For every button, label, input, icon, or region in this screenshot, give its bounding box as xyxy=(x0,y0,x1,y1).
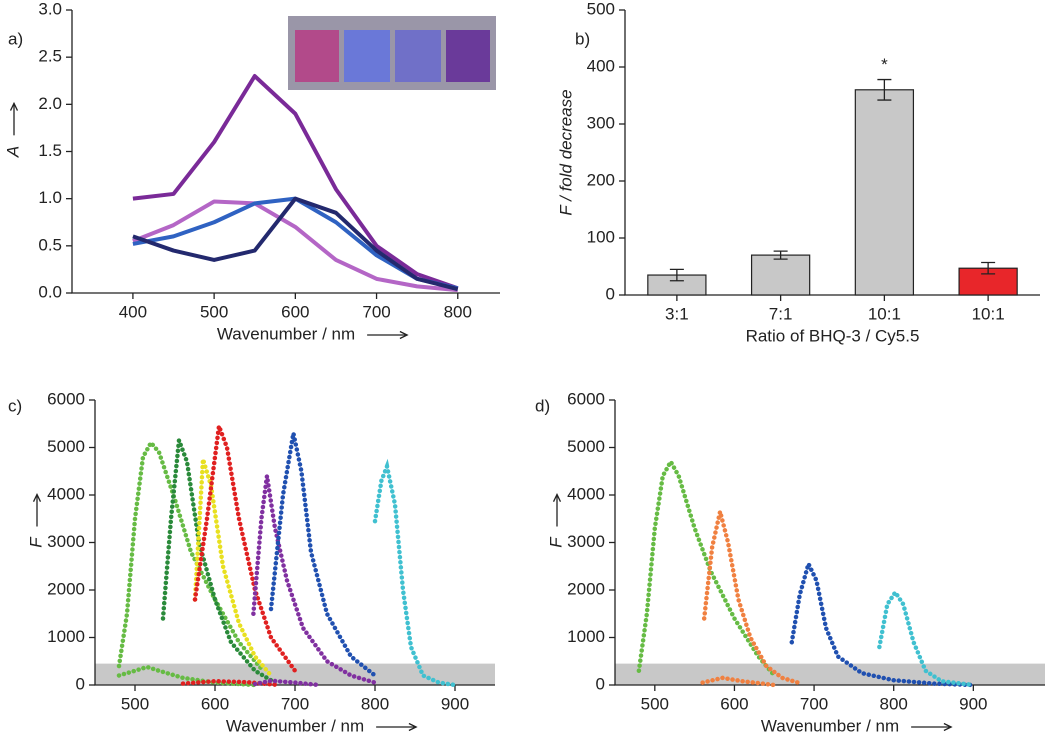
y-tick-label: 1.0 xyxy=(38,188,62,207)
y-tick-label: 5000 xyxy=(567,437,605,456)
y-tick-label: 6000 xyxy=(47,389,85,408)
dotted-series xyxy=(116,438,266,673)
y-tick-label: 500 xyxy=(587,0,615,18)
dotted-series xyxy=(701,511,801,685)
y-tick-label: 0.0 xyxy=(38,282,62,301)
y-tick-label: 3.0 xyxy=(38,0,62,18)
error-bar xyxy=(981,261,996,275)
x-tick-label: 600 xyxy=(281,302,309,321)
x-tick-label: 500 xyxy=(200,302,228,321)
y-tick-label: 0 xyxy=(606,284,615,303)
panel-label: d) xyxy=(535,396,550,415)
error-bar xyxy=(877,78,892,101)
y-tick-label: 100 xyxy=(587,227,615,246)
dotted-series xyxy=(700,675,777,688)
x-tick-label: 600 xyxy=(720,694,748,713)
x-axis-label: Ratio of BHQ-3 / Cy5.5 xyxy=(746,326,920,345)
x-tick-label: 700 xyxy=(281,694,309,713)
y-tick-label: 4000 xyxy=(567,484,605,503)
y-axis-label: F xyxy=(546,536,565,548)
inset-photo xyxy=(288,16,496,90)
y-tick-label: 5000 xyxy=(47,437,85,456)
dotted-series xyxy=(877,588,976,688)
y-tick-label: 400 xyxy=(587,56,615,75)
x-axis-label: Wavenumber / nm xyxy=(217,324,355,343)
panel-label: a) xyxy=(8,29,23,48)
bar xyxy=(750,254,811,296)
dotted-series xyxy=(192,458,274,678)
y-tick-label: 2000 xyxy=(567,579,605,598)
x-tick-label: 3:1 xyxy=(665,304,689,323)
y-tick-label: 1.5 xyxy=(38,141,62,160)
axes xyxy=(614,400,1045,686)
y-axis-label: F xyxy=(26,536,45,548)
dotted-series xyxy=(251,475,378,685)
dotted-series xyxy=(789,557,976,688)
y-tick-label: 200 xyxy=(587,170,615,189)
arrow-head xyxy=(408,722,418,732)
x-tick-label: 10:1 xyxy=(868,304,901,323)
dotted-series xyxy=(636,457,777,678)
noise-band xyxy=(615,663,1045,685)
y-tick-label: 1000 xyxy=(567,627,605,646)
panel-label: b) xyxy=(575,29,590,48)
x-tick-label: 500 xyxy=(121,694,149,713)
error-bar xyxy=(669,268,684,282)
x-tick-label: 800 xyxy=(361,694,389,713)
x-tick-label: 500 xyxy=(641,694,669,713)
x-tick-label: 600 xyxy=(201,694,229,713)
x-tick-label: 400 xyxy=(119,302,147,321)
y-axis-label: F / fold decrease xyxy=(556,89,575,215)
y-tick-label: 6000 xyxy=(567,389,605,408)
y-tick-label: 2.5 xyxy=(38,47,62,66)
line xyxy=(132,196,459,292)
x-tick-label: 900 xyxy=(441,694,469,713)
y-tick-label: 0.5 xyxy=(38,235,62,254)
annotation: * xyxy=(881,55,888,74)
y-tick-label: 3000 xyxy=(47,532,85,551)
x-tick-label: 700 xyxy=(362,302,390,321)
dotted-series xyxy=(116,664,258,688)
arrow-head xyxy=(943,722,953,732)
x-tick-label: 900 xyxy=(959,694,987,713)
panel-label: c) xyxy=(8,396,22,415)
x-tick-label: 700 xyxy=(800,694,828,713)
noise-band xyxy=(95,663,495,685)
dotted-series xyxy=(252,678,322,688)
x-axis-label: Wavenumber / nm xyxy=(226,716,364,735)
x-axis-label: Wavenumber / nm xyxy=(761,716,899,735)
y-tick-label: 0 xyxy=(76,674,85,693)
y-tick-label: 2.0 xyxy=(38,94,62,113)
dotted-series xyxy=(180,678,282,688)
x-tick-label: 800 xyxy=(880,694,908,713)
dotted-series xyxy=(160,439,274,683)
arrow-head xyxy=(399,330,409,340)
y-tick-label: 4000 xyxy=(47,484,85,503)
dotted-series xyxy=(192,425,298,673)
x-tick-label: 10:1 xyxy=(972,304,1005,323)
axes xyxy=(624,10,1040,296)
bar xyxy=(854,89,915,296)
line xyxy=(132,74,459,291)
y-tick-label: 0 xyxy=(596,674,605,693)
y-axis-label: A xyxy=(3,146,22,158)
x-tick-label: 800 xyxy=(444,302,472,321)
y-tick-label: 3000 xyxy=(567,532,605,551)
y-tick-label: 2000 xyxy=(47,579,85,598)
error-bar xyxy=(773,250,788,260)
y-tick-label: 1000 xyxy=(47,627,85,646)
arrow-head xyxy=(32,493,42,502)
y-tick-label: 300 xyxy=(587,113,615,132)
line xyxy=(132,199,458,293)
dotted-series xyxy=(268,432,378,678)
arrow-head xyxy=(552,493,562,502)
arrow-head xyxy=(9,101,19,111)
x-tick-label: 7:1 xyxy=(769,304,793,323)
dotted-series xyxy=(372,458,458,688)
